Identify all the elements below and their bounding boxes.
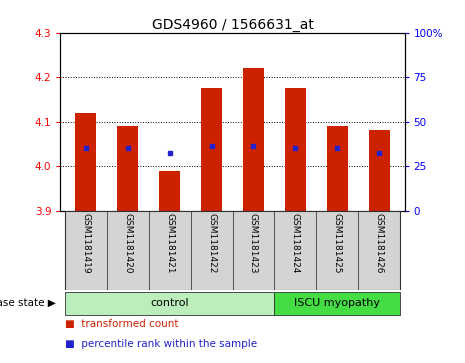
Bar — [243, 68, 264, 211]
Bar — [327, 126, 348, 211]
Text: GSM1181421: GSM1181421 — [165, 213, 174, 273]
Bar — [117, 126, 138, 211]
Bar — [159, 171, 180, 211]
Text: disease state ▶: disease state ▶ — [0, 298, 56, 308]
Bar — [201, 88, 222, 211]
Text: ISCU myopathy: ISCU myopathy — [294, 298, 380, 308]
Bar — [274, 292, 400, 314]
Bar — [369, 130, 390, 211]
Text: control: control — [150, 298, 189, 308]
Bar — [65, 292, 274, 314]
Bar — [106, 211, 149, 290]
Title: GDS4960 / 1566631_at: GDS4960 / 1566631_at — [152, 18, 313, 32]
Text: GSM1181422: GSM1181422 — [207, 213, 216, 273]
Bar — [285, 88, 306, 211]
Bar — [316, 211, 359, 290]
Bar — [65, 211, 106, 290]
Text: GSM1181419: GSM1181419 — [81, 213, 90, 274]
Bar — [75, 113, 96, 211]
Text: GSM1181426: GSM1181426 — [375, 213, 384, 273]
Text: GSM1181425: GSM1181425 — [333, 213, 342, 273]
Bar — [274, 211, 316, 290]
Text: ■  percentile rank within the sample: ■ percentile rank within the sample — [65, 339, 257, 350]
Bar — [232, 211, 274, 290]
Text: ■  transformed count: ■ transformed count — [65, 319, 179, 330]
Text: GSM1181420: GSM1181420 — [123, 213, 132, 273]
Bar — [149, 211, 191, 290]
Text: GSM1181423: GSM1181423 — [249, 213, 258, 273]
Text: GSM1181424: GSM1181424 — [291, 213, 300, 273]
Bar — [191, 211, 232, 290]
Bar — [359, 211, 400, 290]
